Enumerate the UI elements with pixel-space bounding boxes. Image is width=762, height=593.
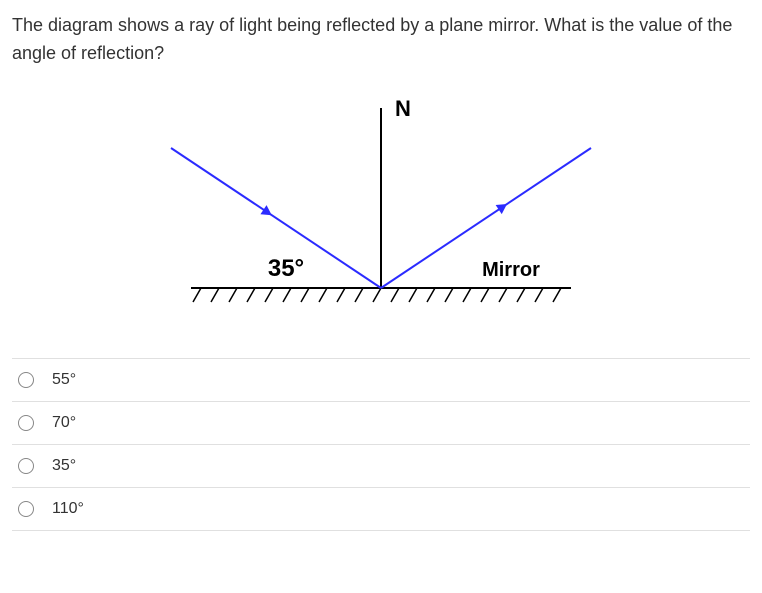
radio-icon [18,372,34,388]
radio-icon [18,458,34,474]
option-2[interactable]: 35° [12,445,750,488]
option-0[interactable]: 55° [12,359,750,402]
reflection-diagram: N 35° Mirror [131,88,631,328]
svg-text:N: N [395,96,411,121]
svg-text:35°: 35° [268,255,304,282]
option-label: 35° [52,457,76,475]
radio-icon [18,501,34,517]
diagram-container: N 35° Mirror [12,88,750,328]
option-3[interactable]: 110° [12,488,750,531]
svg-text:Mirror: Mirror [482,259,540,281]
options-list: 55° 70° 35° 110° [12,358,750,531]
option-1[interactable]: 70° [12,402,750,445]
option-label: 55° [52,371,76,389]
option-label: 110° [52,500,84,518]
option-label: 70° [52,414,76,432]
radio-icon [18,415,34,431]
question-text: The diagram shows a ray of light being r… [12,12,750,68]
